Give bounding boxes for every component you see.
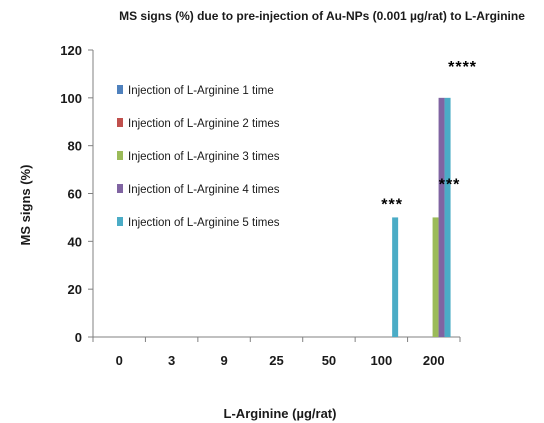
y-tick-label: 120 (60, 43, 82, 58)
legend-swatch (117, 151, 123, 160)
x-tick-label: 9 (220, 353, 227, 368)
y-axis-label: MS signs (%) (18, 165, 33, 246)
bar (392, 217, 399, 337)
x-tick-label: 100 (371, 353, 393, 368)
y-tick-label: 60 (68, 187, 82, 202)
significance-label: *** (439, 176, 461, 193)
legend-swatch (117, 217, 123, 226)
legend-label: Injection of L-Arginine 4 times (128, 184, 280, 196)
significance-label: **** (448, 59, 477, 76)
x-tick-label: 200 (423, 353, 445, 368)
bar (444, 97, 451, 337)
y-tick-label: 40 (68, 234, 82, 249)
legend-label: Injection of L-Arginine 5 times (128, 217, 280, 229)
x-axis-label: L-Arginine (µg/rat) (224, 406, 337, 421)
legend-label: Injection of L-Arginine 2 times (128, 118, 280, 130)
bar (432, 217, 439, 337)
axes: 0 20 40 60 80 100 120 0 3 9 25 50 100 200 (60, 43, 461, 368)
legend-swatch (117, 85, 123, 94)
x-tick-label: 50 (322, 353, 336, 368)
x-tick-label: 0 (116, 353, 123, 368)
y-tick-label: 80 (68, 139, 82, 154)
x-tick-label: 3 (168, 353, 175, 368)
annotations: ********** (381, 59, 477, 214)
legend: Injection of L-Arginine 1 time Injection … (117, 85, 280, 229)
y-tick-label: 20 (68, 282, 82, 297)
legend-label: Injection of L-Arginine 1 time (128, 85, 274, 97)
legend-swatch (117, 118, 123, 127)
bar (438, 97, 445, 337)
legend-label: Injection of L-Arginine 3 times (128, 151, 280, 163)
significance-label: *** (381, 196, 403, 213)
legend-swatch (117, 184, 123, 193)
x-tick-label: 25 (269, 353, 283, 368)
y-tick-label: 100 (60, 91, 82, 106)
chart-title: MS signs (%) due to pre-injection of Au-… (119, 9, 525, 23)
y-tick-label: 0 (75, 330, 82, 345)
bars (392, 97, 451, 337)
